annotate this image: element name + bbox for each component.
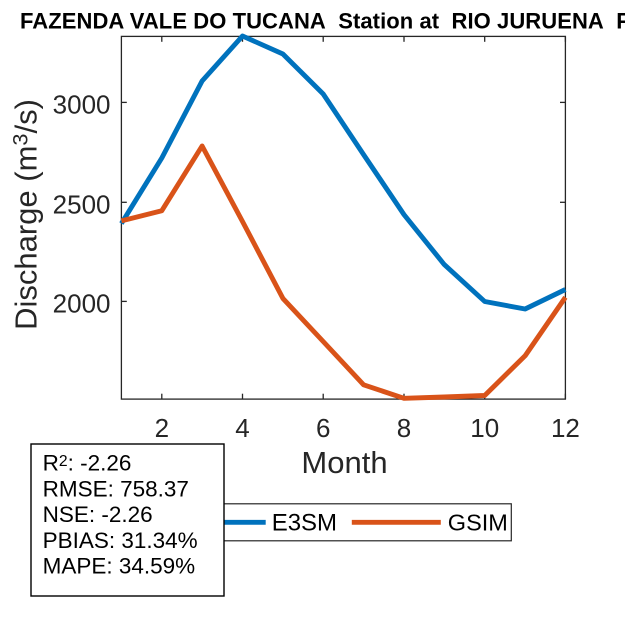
svg-text:12: 12 [551,413,580,443]
svg-text:2500: 2500 [53,189,111,219]
svg-text:FAZENDA VALE DO TUCANA Statio: FAZENDA VALE DO TUCANA Station at RIO JU… [20,9,625,34]
svg-text:Month: Month [301,445,387,480]
svg-text:E3SM: E3SM [272,509,337,536]
svg-text:3000: 3000 [53,90,111,120]
svg-text:Discharge (m3/s): Discharge (m3/s) [8,99,44,330]
svg-text:R2: -2.26: R2: -2.26 [43,451,132,476]
svg-text:RMSE: 758.37: RMSE: 758.37 [43,476,189,501]
svg-text:MAPE: 34.59%: MAPE: 34.59% [43,554,196,579]
svg-text:6: 6 [316,413,330,443]
svg-text:PBIAS: 31.34%: PBIAS: 31.34% [43,528,198,553]
svg-text:GSIM: GSIM [448,509,508,535]
svg-text:NSE: -2.26: NSE: -2.26 [43,502,153,527]
svg-text:8: 8 [397,413,411,443]
svg-text:2: 2 [155,413,169,443]
svg-text:4: 4 [235,413,249,443]
svg-text:10: 10 [470,413,499,443]
svg-text:2000: 2000 [53,289,111,319]
